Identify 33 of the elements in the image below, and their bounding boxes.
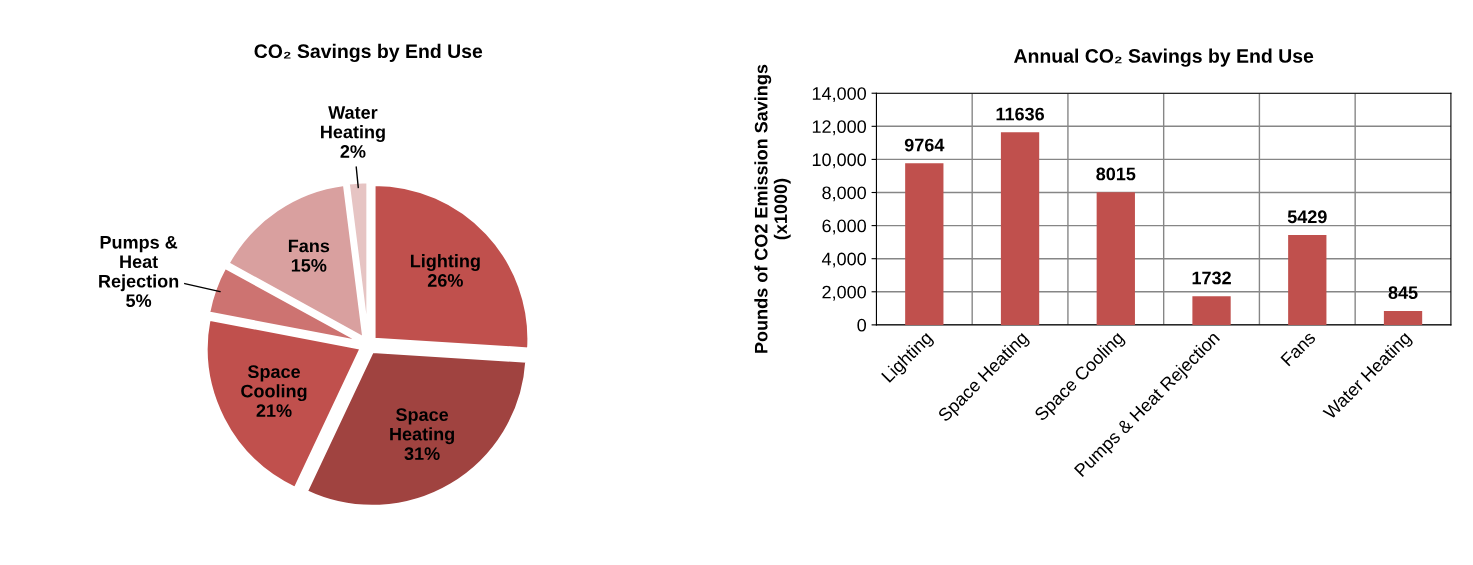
data-label: 8015 [1096, 167, 1136, 181]
y-tick-label: 14,000 [812, 87, 867, 103]
slice-label: Pumps & Heat Rejection [99, 236, 179, 292]
bar [1288, 235, 1327, 325]
data-label: 5429 [1287, 210, 1327, 224]
bar [1096, 192, 1135, 325]
bar [1383, 310, 1423, 325]
data-label: 5% [126, 294, 152, 308]
slice-label: Lighting [410, 254, 480, 271]
y-tick-label: 4,000 [821, 252, 867, 268]
bar [1000, 132, 1040, 325]
data-label: 26% [427, 274, 463, 287]
y-tick-label: 12,000 [812, 120, 867, 136]
y-tick-label: 8,000 [822, 186, 867, 202]
data-label: 2% [340, 145, 366, 158]
data-label: 1732 [1192, 271, 1231, 285]
data-label: 15% [291, 259, 327, 272]
data-label: 31% [404, 447, 440, 461]
chart-title: Annual CO₂ Savings by End Use [1013, 48, 1314, 67]
slice-label: Fans [288, 239, 330, 253]
y-axis-title: Pounds of CO2 Emission Savings (x1000) [754, 64, 791, 353]
y-tick-label: 6,000 [822, 219, 867, 235]
y-tick-label: 2,000 [822, 285, 867, 301]
data-label: 11636 [996, 107, 1045, 121]
data-label: 21% [256, 404, 292, 417]
chart-title: CO₂ Savings by End Use [254, 43, 483, 63]
y-tick-label: 10,000 [812, 153, 867, 169]
y-tick-label: 0 [857, 318, 867, 332]
bar [905, 163, 944, 325]
data-label: 845 [1388, 286, 1418, 299]
bar [1192, 296, 1231, 325]
data-label: 9764 [904, 138, 945, 152]
slice-label: Water Heating [321, 106, 385, 142]
